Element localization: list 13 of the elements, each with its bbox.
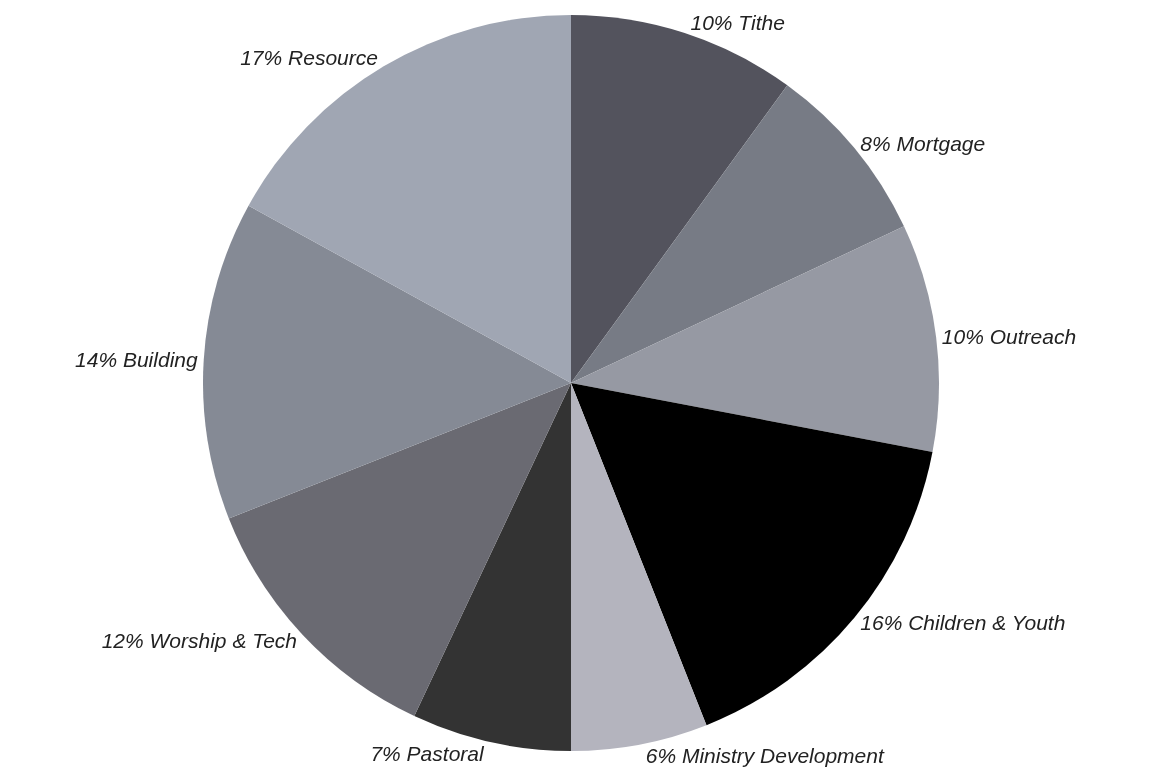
slice-label: 10% Tithe xyxy=(690,11,785,35)
slice-label: 8% Mortgage xyxy=(860,132,986,156)
slice-label: 10% Outreach xyxy=(941,325,1077,349)
pie-slice xyxy=(571,226,939,452)
slice-label: 6% Ministry Development xyxy=(645,744,885,768)
slice-label: 16% Children & Youth xyxy=(860,610,1066,634)
slice-label: 12% Worship & Tech xyxy=(101,628,297,652)
pie-slice xyxy=(228,383,571,716)
slice-label: 17% Resource xyxy=(240,46,378,70)
pie-slice xyxy=(203,205,571,519)
pie-slice xyxy=(571,15,788,383)
slice-label: 14% Building xyxy=(75,348,198,372)
slice-label: 7% Pastoral xyxy=(370,741,485,765)
